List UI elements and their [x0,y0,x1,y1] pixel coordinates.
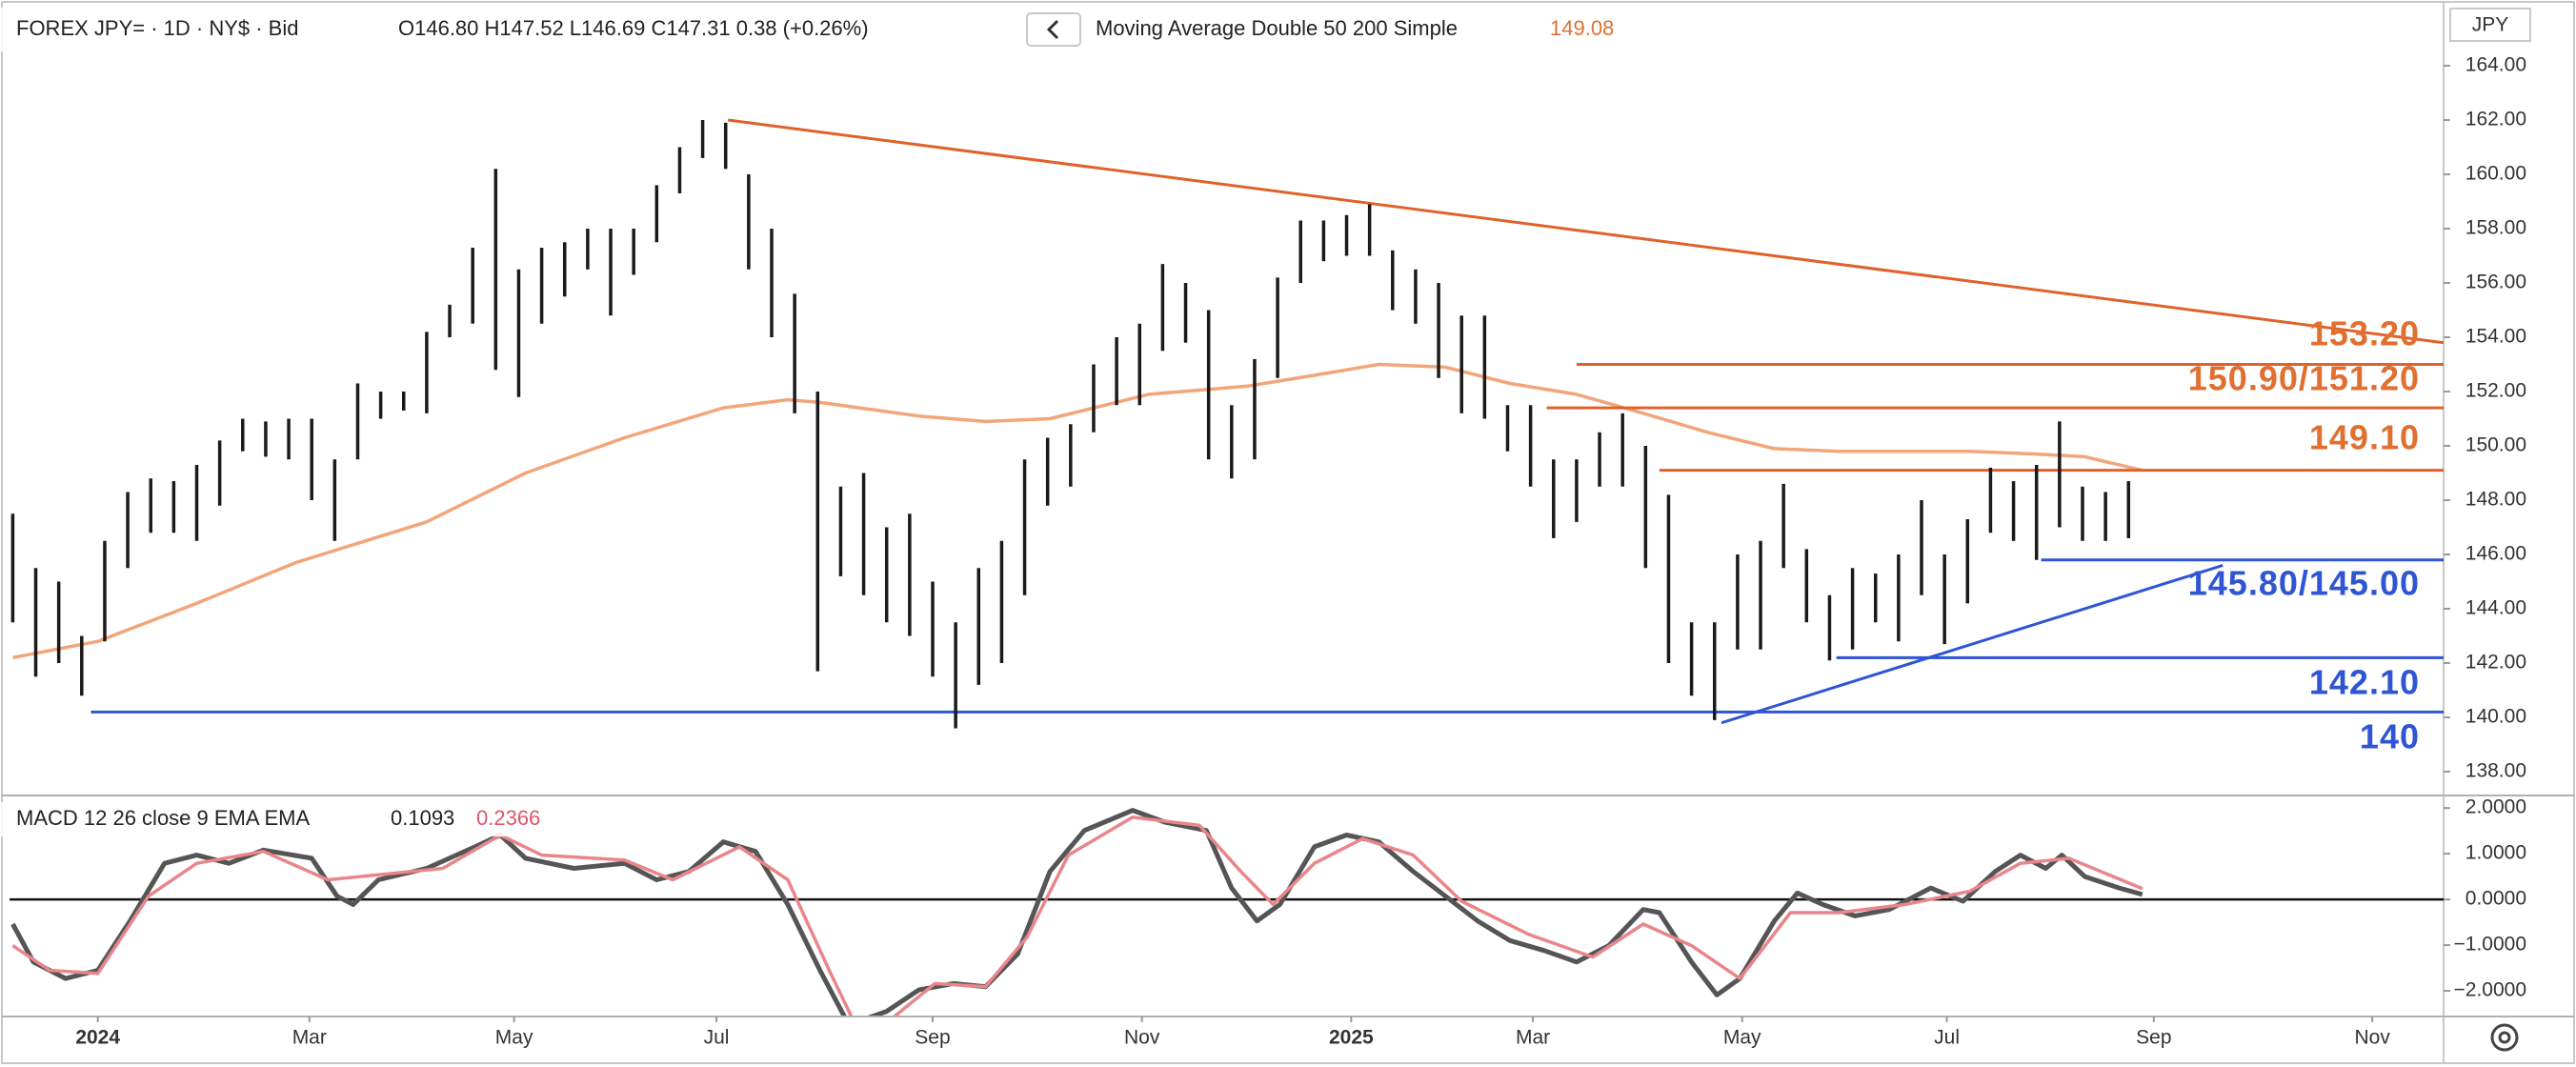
x-tick-label: Nov [2354,1027,2390,1049]
level-label: 149.10 [2309,418,2420,457]
y-tick-label: 0.0000 [2465,888,2526,910]
currency: JPY [2472,14,2509,36]
level-label: 140 [2360,717,2420,756]
x-tick-label: Jul [1934,1027,1960,1049]
level-label: 145.80/145.00 [2188,564,2420,603]
y-tick-label: 146.00 [2465,543,2526,565]
level-label: 153.20 [2309,314,2420,353]
trend-line [727,118,2444,345]
header-bg [0,8,1658,51]
x-tick-label: Mar [1516,1027,1550,1049]
price-panel [10,118,2444,729]
y-tick-label: 144.00 [2465,597,2526,619]
settings-icon[interactable] [2490,1023,2519,1052]
moving-average [12,362,2143,660]
x-tick-label: Sep [915,1027,950,1049]
y-tick-label: 140.00 [2465,706,2526,728]
macd-line [10,808,2143,1016]
level-label: 150.90/151.20 [2188,359,2420,398]
trend-line [1721,564,2224,725]
currency-box[interactable] [2449,8,2531,42]
axes: 164.00 162.00 160.00 158.00 156.00 154.00 152.… [75,54,2526,1049]
y-tick-label: 156.00 [2465,272,2526,293]
y-tick-label: 2.0000 [2465,796,2526,818]
y-tick-label: 148.00 [2465,489,2526,511]
y-tick-label: 164.00 [2465,54,2526,76]
symbol: FOREX JPY= · 1D · NY$ · Bid [16,16,298,40]
y-tick-label: 1.0000 [2465,842,2526,864]
gear-inner [2498,1031,2511,1044]
indicator-name: Moving Average Double 50 200 Simple [1096,16,1458,40]
x-tick-label: May [495,1027,533,1049]
collapse-button[interactable] [1026,12,1081,47]
x-tick-label: 2025 [1329,1027,1374,1049]
chevron-icon [1046,19,1059,40]
y-tick-label: 154.00 [2465,326,2526,348]
x-tick-label: Nov [1124,1027,1160,1049]
y-tick-label: 162.00 [2465,109,2526,131]
x-tick-label: Mar [292,1027,327,1049]
x-tick-label: 2024 [75,1027,120,1049]
gear-outer [2490,1023,2519,1052]
macd-title: MACD 12 26 close 9 EMA EMA [16,806,310,830]
y-tick-label: 150.00 [2465,434,2526,456]
y-tick-label: 152.00 [2465,380,2526,402]
macd-panel [10,808,2444,1016]
x-tick-label: Sep [2136,1027,2171,1049]
y-tick-label: 158.00 [2465,217,2526,239]
signal-value: 0.2366 [476,806,540,830]
macd-value: 0.1093 [391,806,454,830]
level-label: 142.10 [2309,663,2420,702]
y-tick-label: 138.00 [2465,760,2526,782]
macd-header-bg [0,802,857,836]
x-tick-label: Jul [704,1027,730,1049]
y-tick-label: −1.0000 [2454,934,2527,956]
y-tick-label: −2.0000 [2454,979,2527,1001]
x-tick-label: May [1723,1027,1761,1049]
quote: O146.80 H147.52 L146.69 C147.31 0.38 (+0… [398,16,869,40]
macd-line [11,815,2143,1016]
y-tick-label: 142.00 [2465,652,2526,674]
indicator-value: 149.08 [1550,16,1614,40]
y-tick-label: 160.00 [2465,163,2526,185]
